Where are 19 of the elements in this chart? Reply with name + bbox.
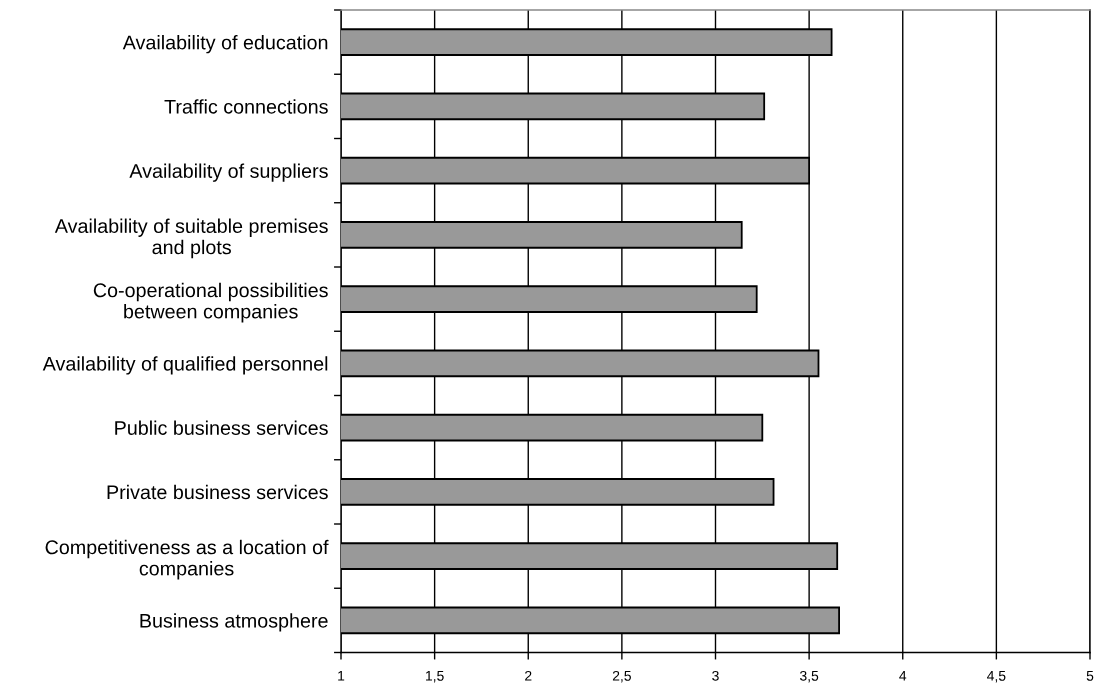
y-tick-label: Traffic connections [164, 99, 328, 114]
y-tick-label: Competitiveness as a location of companies [45, 539, 329, 580]
x-tick-label: 1 [338, 671, 345, 681]
x-tick-label: 1,5 [426, 671, 444, 683]
y-tick-label: Business atmosphere [140, 613, 328, 632]
x-tick-label: 3 [712, 670, 719, 681]
x-tick-label: 3,5 [800, 670, 819, 683]
x-tick-label: 4,5 [987, 671, 1006, 683]
y-tick-label: Availability of suitable premises and plots [54, 218, 328, 259]
y-tick-label: Co-operational possibilities between companies [93, 282, 328, 323]
y-tick-label: Private business services [107, 484, 328, 500]
y-tick-label: Availability of qualified personnel [42, 356, 328, 375]
x-tick-label: 2,5 [612, 670, 631, 683]
y-tick-label: Availability of education [122, 34, 328, 54]
y-tick-label: Public business services [115, 420, 328, 435]
y-tick-label: Availability of suppliers [129, 163, 328, 182]
x-tick-label: 5 [1086, 671, 1094, 681]
x-tick-label: 4 [899, 671, 907, 681]
x-tick-label: 2 [525, 670, 532, 681]
